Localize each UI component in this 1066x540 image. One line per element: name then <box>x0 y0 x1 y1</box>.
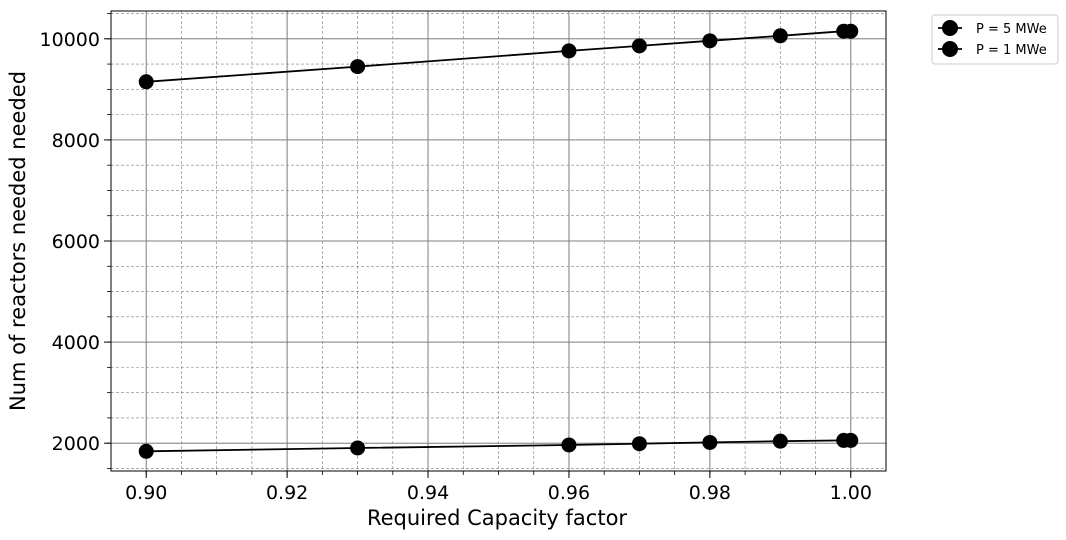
data-point-1 <box>772 433 788 449</box>
y-tick-label: 4000 <box>52 332 100 354</box>
series-layer <box>138 23 859 459</box>
legend-marker-icon <box>942 41 958 57</box>
data-point-0 <box>702 33 718 49</box>
x-tick-label: 0.92 <box>266 482 308 504</box>
legend: P = 5 MWe P = 1 MWe <box>931 14 1059 65</box>
data-point-0 <box>138 74 154 90</box>
legend-label-p1: P = 1 MWe <box>976 43 1047 58</box>
x-tick-label: 0.94 <box>407 482 449 504</box>
y-tick-label: 8000 <box>52 130 100 152</box>
data-point-0 <box>561 43 577 59</box>
data-point-1 <box>702 434 718 450</box>
data-point-1 <box>843 432 859 448</box>
y-axis-title: Num of reactors needed needed <box>6 71 30 411</box>
x-tick-label: 1.00 <box>830 482 872 504</box>
y-tick-label: 10000 <box>40 29 100 51</box>
x-tick-label: 0.98 <box>689 482 731 504</box>
data-point-1 <box>561 437 577 453</box>
data-point-0 <box>350 59 366 75</box>
legend-box <box>931 14 1059 65</box>
data-point-1 <box>350 440 366 456</box>
y-tick-label: 2000 <box>52 433 100 455</box>
series-line-0 <box>146 30 851 83</box>
legend-entry-p5: P = 5 MWe <box>938 20 1047 37</box>
ticks-layer: 0.90 0.92 0.94 0.96 0.98 1.00 2000 4000 6000 8000… <box>40 13 872 504</box>
legend-entry-p1: P = 1 MWe <box>938 41 1047 58</box>
x-tick-label: 0.90 <box>125 482 167 504</box>
data-point-0 <box>631 38 647 54</box>
data-point-0 <box>843 23 859 39</box>
x-tick-label: 0.96 <box>548 482 590 504</box>
y-tick-label: 6000 <box>52 231 100 253</box>
series-line-1 <box>146 439 851 453</box>
legend-marker-icon <box>942 20 958 36</box>
major-grid <box>111 11 886 471</box>
data-point-0 <box>772 28 788 44</box>
data-point-1 <box>631 436 647 452</box>
legend-label-p5: P = 5 MWe <box>976 22 1047 37</box>
x-axis-title: Required Capacity factor <box>367 506 627 530</box>
data-point-1 <box>138 443 154 459</box>
